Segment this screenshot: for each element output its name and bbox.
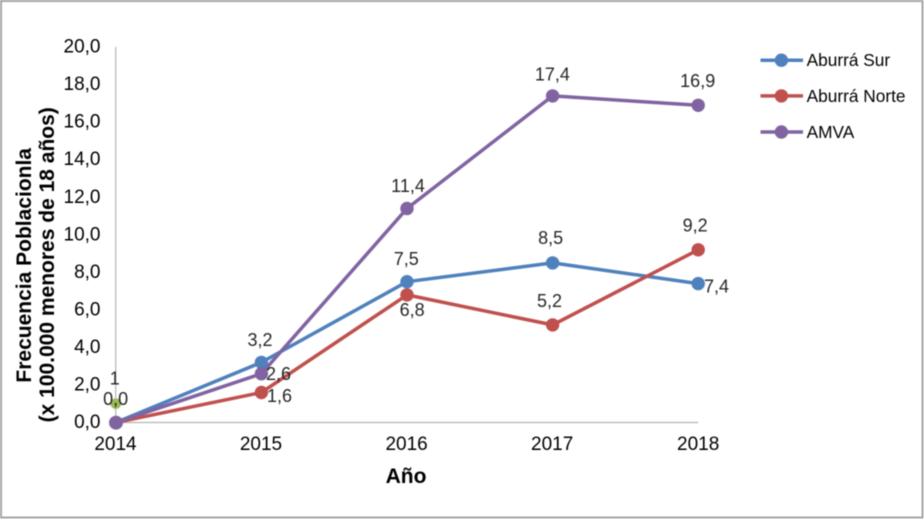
svg-text:8,0: 8,0: [74, 262, 100, 283]
svg-text:Aburrá Sur: Aburrá Sur: [807, 50, 891, 70]
svg-text:1: 1: [110, 368, 120, 388]
svg-text:12,0: 12,0: [64, 187, 101, 208]
svg-text:2018: 2018: [677, 434, 719, 455]
svg-text:3,2: 3,2: [247, 330, 272, 350]
svg-text:AMVA: AMVA: [807, 122, 855, 142]
svg-text:Frecuencia Poblacionla: Frecuencia Poblacionla: [13, 148, 36, 383]
svg-text:6,0: 6,0: [74, 299, 100, 320]
svg-text:6,8: 6,8: [400, 300, 425, 320]
svg-text:16,0: 16,0: [64, 112, 101, 133]
svg-text:(x 100.000 menores de 18 años): (x 100.000 menores de 18 años): [36, 107, 59, 422]
svg-text:14,0: 14,0: [64, 149, 101, 170]
svg-text:7,5: 7,5: [394, 249, 419, 269]
svg-text:9,2: 9,2: [683, 216, 708, 236]
svg-text:2015: 2015: [240, 434, 282, 455]
svg-text:17,4: 17,4: [535, 64, 570, 84]
svg-text:10,0: 10,0: [64, 224, 101, 245]
svg-text:2,0: 2,0: [74, 374, 100, 395]
svg-text:7,4: 7,4: [704, 277, 729, 297]
svg-text:8,5: 8,5: [538, 228, 563, 248]
svg-text:16,9: 16,9: [680, 71, 715, 91]
svg-text:0,0: 0,0: [74, 412, 100, 433]
svg-text:2017: 2017: [531, 434, 573, 455]
svg-text:5,2: 5,2: [537, 291, 562, 311]
svg-text:2016: 2016: [385, 434, 427, 455]
svg-text:4,0: 4,0: [74, 337, 100, 358]
svg-text:Aburrá Norte: Aburrá Norte: [807, 86, 906, 106]
svg-text:11,4: 11,4: [391, 176, 425, 196]
svg-text:Año: Año: [386, 465, 427, 488]
svg-text:2,6: 2,6: [266, 364, 291, 384]
svg-text:0,0: 0,0: [103, 389, 128, 409]
svg-text:1,6: 1,6: [267, 386, 292, 406]
svg-text:20,0: 20,0: [64, 37, 101, 58]
svg-text:18,0: 18,0: [64, 74, 101, 95]
svg-text:2014: 2014: [94, 434, 137, 455]
